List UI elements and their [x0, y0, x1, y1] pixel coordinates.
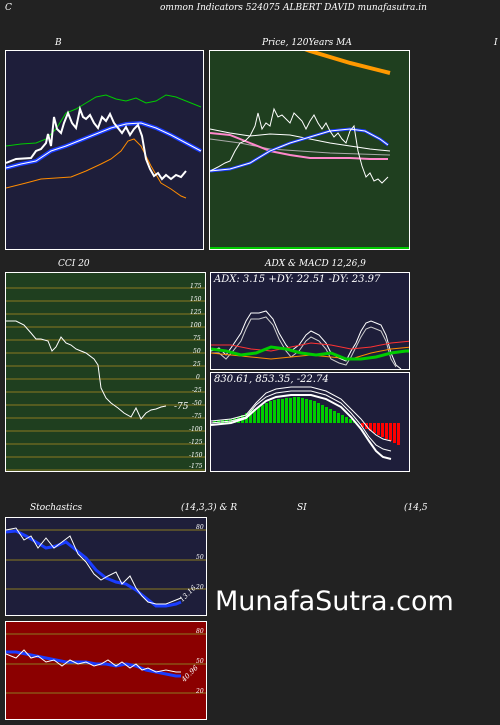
- stoch-level: 80: [196, 524, 204, 531]
- macd-bar-positive: [249, 411, 252, 423]
- macd-bar-negative: [393, 423, 396, 443]
- macd-bar-positive: [329, 409, 332, 423]
- macd-bar-negative: [369, 423, 372, 431]
- rsi-title: SI: [297, 503, 307, 513]
- cci-level: 175: [190, 283, 202, 290]
- cci-level: 75: [193, 335, 201, 342]
- macd-bar-positive: [217, 420, 220, 423]
- cci-level: 0: [196, 374, 200, 381]
- rsi-level: 50: [196, 658, 204, 665]
- cci-level: -50: [192, 400, 202, 407]
- cci-level: 125: [190, 309, 202, 316]
- cci-level: -25: [192, 387, 202, 394]
- stoch-level: 20: [196, 584, 204, 591]
- rsi-level: 80: [196, 628, 204, 635]
- macd-bar-positive: [213, 421, 216, 423]
- macd-bar-positive: [289, 398, 292, 423]
- macd-bar-positive: [301, 398, 304, 423]
- watermark-brand: MunafaSutra.com: [215, 586, 454, 617]
- right-cut-title: I: [494, 38, 498, 48]
- macd-bar-negative: [361, 423, 364, 427]
- macd-bar-positive: [253, 409, 256, 423]
- macd-bar-positive: [317, 403, 320, 423]
- macd-bar-positive: [325, 407, 328, 423]
- cci-level: -150: [189, 452, 203, 459]
- macd-bar-negative: [377, 423, 380, 435]
- cci-level: 150: [190, 296, 202, 303]
- bollinger-chart: [5, 50, 204, 250]
- cci-level: 25: [193, 361, 201, 368]
- macd-bar-positive: [333, 411, 336, 423]
- price-ma-chart: [209, 50, 410, 250]
- macd-bar-positive: [341, 415, 344, 423]
- bollinger-title: B: [55, 38, 62, 48]
- cci-level: -125: [189, 439, 203, 446]
- rsi-chart: [5, 621, 207, 720]
- macd-bar-positive: [269, 401, 272, 423]
- cci-level: 100: [190, 322, 202, 329]
- adx-chart: [210, 272, 410, 370]
- macd-bar-negative: [385, 423, 388, 439]
- macd-bar-positive: [293, 397, 296, 423]
- stochastics-params: (14,3,3) & R: [181, 503, 238, 513]
- rsi-level: 20: [196, 688, 204, 695]
- cci-level: -100: [189, 426, 203, 433]
- cci-axis-labels: 175 150 125 100 75 50 25 0 -25 -50 -75 -…: [189, 272, 208, 472]
- macd-bar-positive: [345, 417, 348, 423]
- cci-level: 50: [193, 348, 201, 355]
- macd-bar-positive: [285, 398, 288, 423]
- macd-bar-positive: [349, 419, 352, 423]
- stochastics-title: Stochastics: [30, 503, 83, 513]
- stoch-level: 50: [196, 554, 204, 561]
- cci-level: -175: [189, 463, 203, 470]
- corner-letter: C: [5, 3, 12, 13]
- price-title: Price, 120Years MA: [262, 38, 352, 48]
- macd-bar-positive: [309, 400, 312, 423]
- macd-bar-positive: [277, 399, 280, 423]
- macd-bar-negative: [373, 423, 376, 433]
- cci-chart: [5, 272, 206, 472]
- stochastics-chart: [5, 517, 207, 616]
- macd-bar-positive: [261, 405, 264, 423]
- macd-bar-positive: [337, 413, 340, 423]
- macd-bar-positive: [257, 407, 260, 423]
- cci-level: -75: [192, 413, 202, 420]
- macd-bar-negative: [397, 423, 400, 445]
- adx-macd-title: ADX & MACD 12,26,9: [265, 259, 366, 269]
- cci-last-value: -75: [174, 402, 189, 412]
- macd-bar-negative: [381, 423, 384, 437]
- macd-bar-negative: [389, 423, 392, 441]
- page-title: ommon Indicators 524075 ALBERT DAVID mun…: [160, 3, 427, 13]
- adx-readout: ADX: 3.15 +DY: 22.51 -DY: 23.97: [214, 274, 381, 285]
- macd-bar-positive: [305, 399, 308, 423]
- macd-bar-positive: [297, 397, 300, 423]
- macd-bar-positive: [321, 405, 324, 423]
- macd-bar-positive: [281, 399, 284, 423]
- macd-readout: 830.61, 853.35, -22.74: [214, 374, 329, 385]
- macd-bar-positive: [273, 400, 276, 423]
- macd-bar-positive: [313, 401, 316, 423]
- macd-bar-positive: [265, 403, 268, 423]
- rsi-params: (14,5: [404, 503, 428, 513]
- cci-title: CCI 20: [58, 259, 90, 269]
- macd-chart: [210, 372, 410, 472]
